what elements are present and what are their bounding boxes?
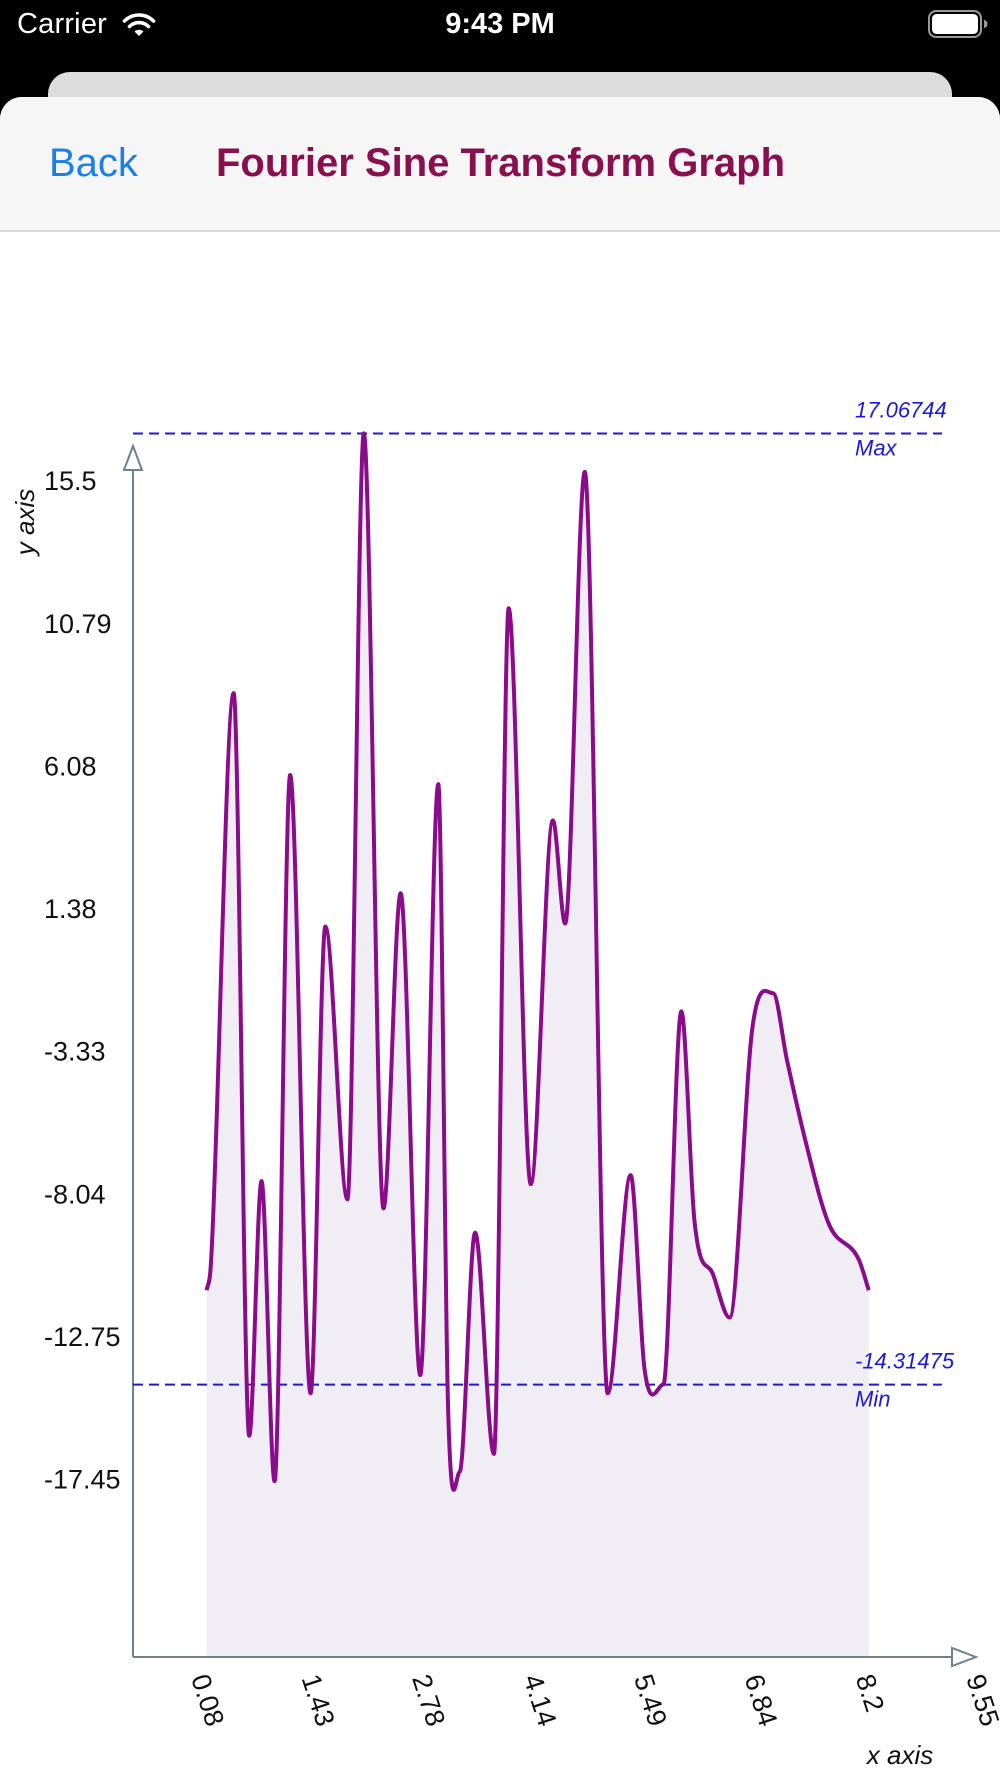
y-tick-labels: 15.5 10.79 6.08 1.38 -3.33 -8.04 -12.75 -17.45 — [44, 466, 121, 1495]
series-line — [204, 431, 871, 1492]
x-axis-title: x axis — [865, 1740, 933, 1770]
x-tick-label: 6.84 — [738, 1671, 783, 1730]
max-value-label: 17.06744 — [855, 397, 947, 422]
clock: 9:43 PM — [445, 8, 555, 40]
y-tick-label: 10.79 — [44, 609, 112, 639]
x-tick-label: 1.43 — [296, 1671, 341, 1730]
x-tick-label: 5.49 — [628, 1671, 673, 1730]
y-tick-label: -12.75 — [44, 1322, 121, 1352]
status-bar: Carrier 9:43 PM — [0, 0, 1000, 60]
y-tick-label: -17.45 — [44, 1465, 121, 1495]
x-tick-labels: 0.08 1.43 2.78 4.14 5.49 6.84 8.2 9.55 — [185, 1671, 1000, 1730]
min-label: Min — [855, 1387, 890, 1412]
y-tick-label: -3.33 — [44, 1037, 106, 1067]
page-title: Fourier Sine Transform Graph — [216, 141, 786, 185]
x-tick-label: 0.08 — [185, 1671, 230, 1730]
x-axis-arrow — [951, 1646, 979, 1668]
min-value-label: -14.31475 — [855, 1349, 955, 1374]
wifi-icon — [122, 13, 156, 36]
y-tick-label: 6.08 — [44, 752, 97, 782]
x-tick-label: 2.78 — [406, 1671, 451, 1730]
carrier-label: Carrier — [17, 8, 108, 40]
battery-icon — [928, 10, 988, 38]
y-axis-arrow — [122, 443, 144, 471]
y-axis-title: y axis — [10, 489, 40, 557]
x-tick-label: 4.14 — [518, 1671, 563, 1730]
x-tick-label: 8.2 — [850, 1671, 890, 1716]
navigation-bar: Back Fourier Sine Transform Graph — [0, 97, 1000, 232]
y-tick-label: 1.38 — [44, 894, 97, 924]
x-tick-label: 9.55 — [960, 1671, 1000, 1730]
y-tick-label: -8.04 — [44, 1179, 106, 1209]
max-label: Max — [855, 435, 898, 460]
back-button[interactable]: Back — [49, 141, 138, 185]
area-fill — [206, 433, 869, 1657]
y-tick-label: 15.5 — [44, 466, 97, 496]
